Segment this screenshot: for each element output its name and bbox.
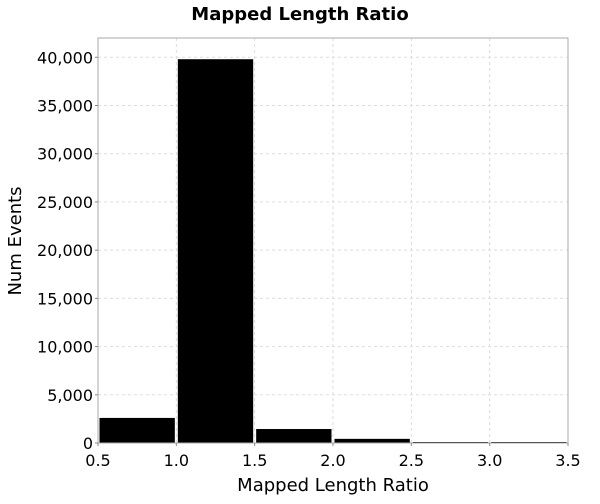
x-tick-label: 1.0 bbox=[164, 451, 189, 470]
y-tick-label: 40,000 bbox=[37, 48, 93, 67]
x-tick-label: 3.5 bbox=[555, 451, 580, 470]
y-tick-label: 15,000 bbox=[37, 289, 93, 308]
y-tick-label: 25,000 bbox=[37, 193, 93, 212]
x-tick-label: 2.5 bbox=[399, 451, 424, 470]
y-tick-label: 35,000 bbox=[37, 97, 93, 116]
x-axis-label: Mapped Length Ratio bbox=[237, 475, 429, 496]
grid-layer bbox=[97, 38, 569, 444]
histogram-bar bbox=[334, 438, 410, 443]
histogram-bar bbox=[99, 417, 175, 443]
y-tick-label: 30,000 bbox=[37, 145, 93, 164]
histogram-bar bbox=[256, 429, 332, 443]
bar-layer bbox=[99, 59, 567, 443]
chart-title: Mapped Length Ratio bbox=[191, 4, 408, 25]
x-tick-label: 0.5 bbox=[85, 451, 110, 470]
tick-layer: 0.5 1.0 1.5 2.0 2.5 3.0 3.5 0 5,000 10,000 15,000 2… bbox=[37, 48, 581, 470]
x-tick-label: 1.5 bbox=[242, 451, 267, 470]
y-tick-label: 5,000 bbox=[47, 386, 93, 405]
y-tick-label: 10,000 bbox=[37, 338, 93, 357]
y-axis-label: Num Events bbox=[5, 186, 26, 295]
y-tick-label: 0 bbox=[83, 434, 93, 453]
x-tick-label: 3.0 bbox=[477, 451, 502, 470]
x-tick-label: 2.0 bbox=[320, 451, 345, 470]
y-tick-label: 20,000 bbox=[37, 241, 93, 260]
histogram-bar bbox=[177, 59, 254, 443]
